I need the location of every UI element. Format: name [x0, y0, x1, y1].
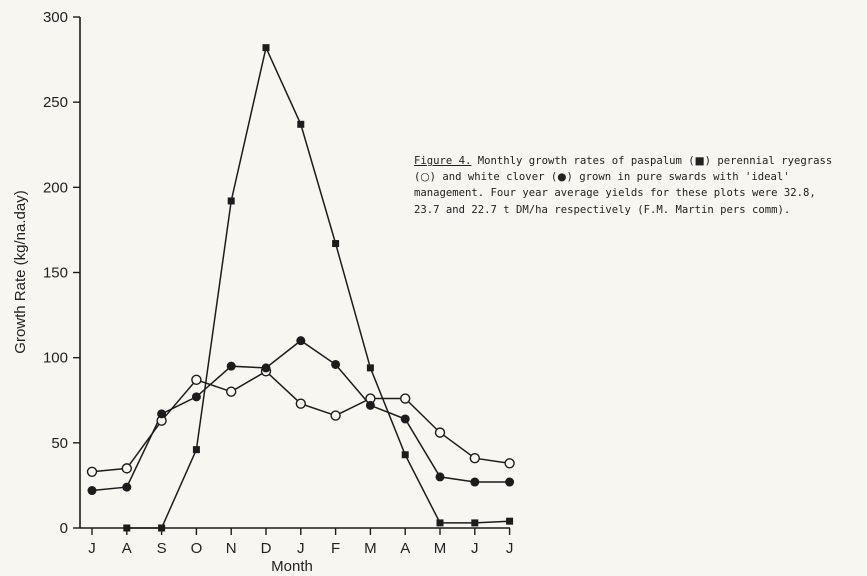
data-point-square: [158, 524, 166, 532]
caption-text-4: ) grown in pure swards with 'ideal' mana…: [414, 171, 816, 216]
x-tick-label: J: [506, 540, 514, 557]
x-tick-label: J: [88, 540, 96, 557]
legend-open-circle-symbol: ○: [420, 171, 430, 184]
series-line-2: [91, 339, 510, 492]
x-tick-label: F: [331, 540, 340, 557]
x-tick-label: S: [157, 540, 167, 557]
series-lines: [91, 45, 510, 529]
x-tick-label: N: [226, 540, 237, 557]
data-point-square: [297, 120, 305, 128]
x-tick-label: M: [364, 540, 377, 557]
data-point-open-circle: [469, 452, 480, 464]
x-tick-label: D: [261, 540, 272, 557]
x-tick-label: M: [434, 540, 447, 557]
figure-label: Figure 4.: [414, 155, 472, 167]
series-markers: [86, 44, 515, 532]
data-point-filled-circle: [122, 482, 132, 492]
data-point-square: [262, 44, 270, 52]
series-line-0: [126, 45, 510, 529]
data-point-square: [192, 446, 200, 454]
data-point-open-circle: [225, 386, 237, 397]
data-point-open-circle: [504, 458, 515, 469]
data-point-square: [401, 451, 409, 459]
data-point-square: [436, 519, 444, 527]
y-tick-label: 150: [43, 265, 68, 282]
data-point-filled-circle: [435, 472, 445, 482]
data-point-open-circle: [330, 410, 341, 421]
y-tick-label: 300: [43, 9, 68, 26]
y-axis-title: Growth Rate (kg/na.day): [12, 190, 29, 353]
data-point-filled-circle: [191, 392, 201, 402]
data-point-square: [366, 364, 374, 372]
y-tick-label: 200: [43, 179, 68, 196]
x-tick-label: O: [191, 540, 203, 557]
data-point-square: [123, 524, 131, 532]
y-axis-ticks: 0 50 100 150 200 250 300: [43, 9, 80, 537]
caption-text-1: Monthly growth rates of paspalum (: [471, 155, 695, 167]
x-tick-label: A: [122, 540, 132, 557]
data-point-open-circle: [86, 466, 98, 477]
data-point-square: [471, 519, 479, 527]
data-point-square: [506, 517, 514, 525]
legend-filled-circle-symbol: ●: [557, 171, 567, 184]
data-point-filled-circle: [157, 409, 167, 419]
data-point-filled-circle: [261, 363, 271, 373]
y-tick-label: 100: [43, 350, 68, 367]
x-axis-title: Month: [271, 558, 313, 575]
data-point-filled-circle: [365, 400, 375, 410]
data-point-square: [332, 240, 340, 248]
data-point-open-circle: [295, 398, 306, 409]
series-line-1: [91, 370, 510, 473]
data-point-open-circle: [400, 393, 411, 404]
y-tick-label: 250: [43, 94, 68, 111]
data-point-filled-circle: [331, 359, 341, 369]
data-point-square: [227, 197, 235, 205]
y-tick-label: 50: [51, 435, 68, 452]
caption-text-3: ) and white clover (: [429, 171, 558, 184]
figure-caption: Figure 4. Monthly growth rates of paspal…: [414, 153, 839, 218]
x-tick-label: J: [297, 540, 305, 557]
data-point-filled-circle: [87, 486, 97, 496]
data-point-filled-circle: [296, 336, 306, 346]
data-point-open-circle: [191, 374, 202, 386]
x-tick-label: A: [400, 540, 410, 557]
y-tick-label: 0: [60, 520, 68, 537]
data-point-open-circle: [434, 427, 446, 438]
x-tick-label: J: [471, 540, 479, 557]
data-point-filled-circle: [505, 477, 515, 487]
data-point-filled-circle: [470, 477, 480, 487]
data-point-open-circle: [121, 463, 133, 474]
caption-text-2: ) perennial ryegrass (: [414, 155, 833, 184]
data-point-filled-circle: [400, 414, 410, 424]
legend-square-symbol: ■: [694, 155, 705, 167]
data-point-filled-circle: [226, 361, 236, 371]
